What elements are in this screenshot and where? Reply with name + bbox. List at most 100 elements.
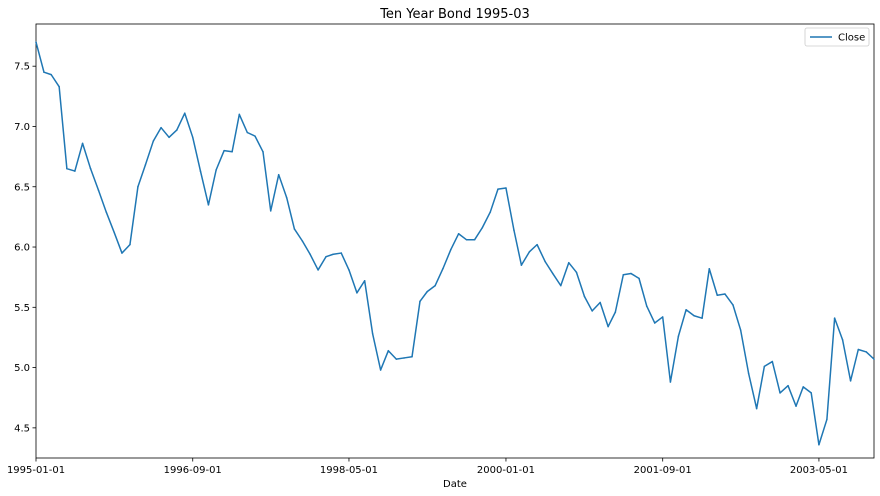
data-point xyxy=(841,339,844,341)
chart-title: Ten Year Bond 1995-03 xyxy=(379,7,530,22)
data-point xyxy=(277,173,280,176)
data-point xyxy=(802,386,804,388)
data-point xyxy=(685,308,687,311)
y-tick-label: 6.0 xyxy=(14,243,30,254)
data-point xyxy=(575,271,578,274)
data-point xyxy=(473,239,476,241)
legend-entry-close: Close xyxy=(838,33,865,44)
data-point xyxy=(58,85,60,88)
x-tick-label: 1998-05-01 xyxy=(320,465,378,476)
data-point xyxy=(207,204,210,206)
data-point xyxy=(826,418,828,421)
data-point xyxy=(599,301,601,304)
data-point xyxy=(50,73,52,76)
data-point xyxy=(544,260,546,263)
legend: Close xyxy=(804,27,870,47)
data-point xyxy=(426,290,428,293)
data-point xyxy=(246,131,249,134)
data-point xyxy=(630,272,632,275)
data-point xyxy=(254,135,256,137)
data-point xyxy=(137,186,139,188)
data-point xyxy=(129,243,131,246)
data-point xyxy=(653,322,656,324)
data-point xyxy=(779,392,781,394)
data-point xyxy=(215,169,217,171)
data-point xyxy=(184,112,186,114)
data-point xyxy=(434,284,436,287)
data-point xyxy=(552,272,554,275)
data-point xyxy=(489,211,492,213)
data-point xyxy=(403,357,405,359)
data-point xyxy=(74,170,76,172)
data-point xyxy=(379,369,382,371)
data-point xyxy=(661,316,664,318)
data-point xyxy=(833,317,836,319)
data-point xyxy=(160,126,162,129)
series-line-close xyxy=(35,41,875,446)
data-point xyxy=(645,305,648,307)
data-point xyxy=(528,251,531,253)
data-point xyxy=(168,136,170,139)
data-point xyxy=(419,300,421,303)
data-point xyxy=(301,240,304,242)
data-point xyxy=(865,351,868,353)
data-point xyxy=(113,231,115,234)
data-point xyxy=(144,164,147,166)
data-point xyxy=(317,269,319,271)
data-point xyxy=(387,349,390,352)
data-point xyxy=(395,358,398,360)
data-point xyxy=(152,140,155,142)
data-point xyxy=(231,151,233,153)
x-tick-label: 1996-09-01 xyxy=(164,465,222,476)
data-point xyxy=(513,229,515,231)
data-point xyxy=(818,443,820,446)
data-point xyxy=(622,274,625,276)
data-point xyxy=(450,248,452,251)
data-point xyxy=(810,392,812,394)
y-tick-label: 7.0 xyxy=(14,122,30,133)
data-point xyxy=(677,335,680,337)
data-point xyxy=(614,311,617,313)
y-tick-label: 4.5 xyxy=(14,423,30,434)
data-point xyxy=(755,407,758,410)
data-point xyxy=(411,355,413,358)
data-point xyxy=(332,253,335,256)
data-point xyxy=(285,196,288,199)
data-point xyxy=(199,170,202,172)
data-point xyxy=(66,167,68,170)
data-point xyxy=(371,333,374,335)
data-point xyxy=(716,294,719,296)
data-point xyxy=(35,41,37,43)
data-point xyxy=(724,293,726,295)
data-point xyxy=(348,269,350,271)
data-point xyxy=(708,267,711,270)
data-point xyxy=(591,310,593,312)
data-point xyxy=(223,149,225,152)
legend-box xyxy=(804,27,870,47)
data-point xyxy=(262,151,264,153)
data-point xyxy=(497,188,499,190)
data-point xyxy=(176,129,178,131)
data-point xyxy=(693,314,695,317)
data-point xyxy=(356,292,358,294)
data-point xyxy=(481,226,484,229)
data-point xyxy=(849,380,852,382)
data-point xyxy=(505,187,507,189)
data-point xyxy=(363,280,366,282)
data-point xyxy=(873,358,875,360)
data-point xyxy=(607,325,609,328)
data-point xyxy=(795,405,797,407)
data-point xyxy=(747,372,750,375)
x-axis: 1995-01-01 1996-09-01 1998-05-01 2000-01-01… xyxy=(7,458,848,476)
data-point xyxy=(857,348,860,351)
data-point xyxy=(536,243,538,246)
data-point xyxy=(121,252,123,254)
data-point xyxy=(325,255,327,258)
data-point xyxy=(465,239,468,241)
data-point xyxy=(520,264,523,266)
y-axis: 4.5 5.0 5.5 6.0 6.5 7.0 7.5 xyxy=(14,62,36,434)
data-point xyxy=(340,252,342,254)
y-tick-label: 5.0 xyxy=(14,363,30,374)
data-point xyxy=(89,167,92,170)
